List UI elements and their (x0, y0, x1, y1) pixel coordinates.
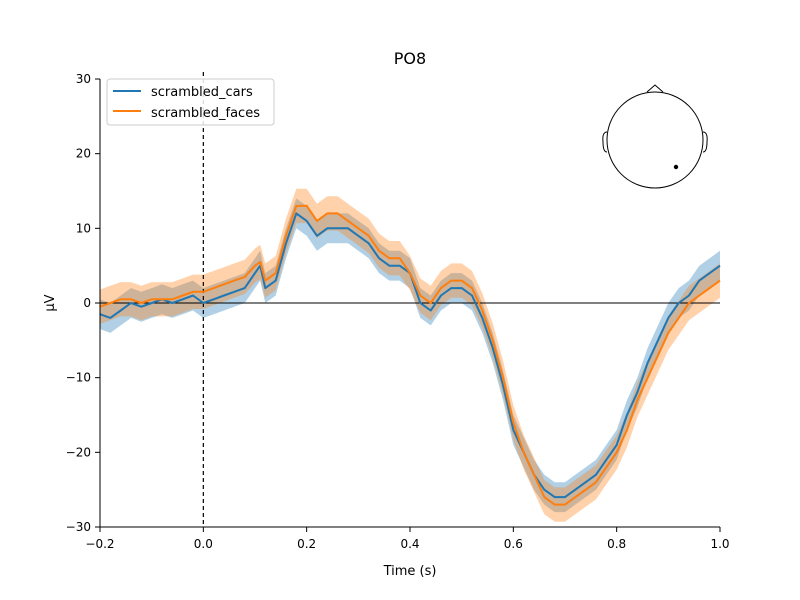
y-axis-label: µV (43, 294, 58, 311)
legend-box (106, 78, 275, 126)
head-outline (606, 91, 704, 189)
chart-title: PO8 (394, 49, 426, 68)
y-tick-label: 10 (76, 221, 91, 235)
band-scrambled-cars (100, 198, 720, 513)
axes: −0.2 0.0 0.2 0.4 0.6 0.8 1.0 −30 −20 −10 0 10 20 30 (66, 72, 730, 551)
y-tick-label: 20 (76, 147, 91, 161)
x-tick-label: 0.0 (194, 537, 213, 551)
line-scrambled-faces (99, 204, 721, 506)
sensor-dot (673, 164, 679, 170)
head-right-ear (702, 131, 708, 153)
y-tick-label: −30 (66, 520, 91, 534)
x-axis-label: Time (s) (383, 564, 437, 579)
x-tick-label: 0.4 (400, 537, 419, 551)
y-tick-label: 0 (83, 296, 91, 310)
line-scrambled-cars (99, 212, 721, 499)
sensor-head-inset (602, 84, 708, 189)
y-tick-label: −10 (66, 371, 91, 385)
head-nose (646, 84, 664, 93)
x-tick-label: 0.2 (297, 537, 316, 551)
x-tick-label: 0.6 (504, 537, 523, 551)
band-scrambled-faces (100, 188, 720, 522)
legend-label-scrambled-cars: scrambled_cars (151, 85, 253, 100)
head-left-ear (602, 131, 608, 153)
series-lines (99, 204, 721, 506)
x-tick-label: 1.0 (710, 537, 729, 551)
y-tick-label: 30 (76, 72, 91, 86)
y-tick-label: −20 (66, 445, 91, 459)
confidence-bands (100, 188, 720, 522)
legend-label-scrambled-faces: scrambled_faces (151, 106, 260, 121)
x-tick-label: 0.8 (607, 537, 626, 551)
legend: scrambled_cars scrambled_faces (106, 78, 275, 126)
x-tick-label: −0.2 (85, 537, 114, 551)
